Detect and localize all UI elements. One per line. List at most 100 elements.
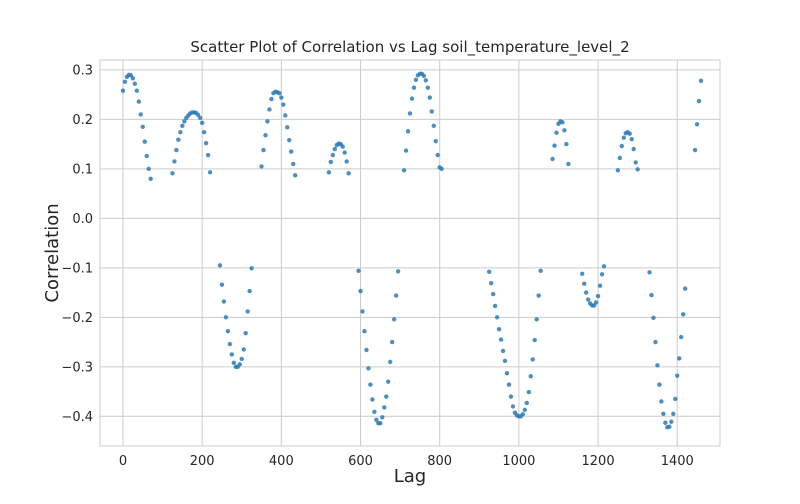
scatter-point [431,123,436,129]
x-tick-label: 200 [190,454,215,469]
scatter-point [384,394,389,399]
scatter-point [498,337,504,342]
scatter-point [364,347,369,353]
scatter-point [247,288,252,294]
scatter-point [536,293,541,298]
scatter-point [261,147,266,153]
scatter-point [647,270,652,275]
scatter-point [486,269,492,275]
scatter-point [368,382,373,387]
scatter-point [522,407,528,413]
scatter-point [425,85,431,90]
scatter-point [520,412,526,417]
scatter-point [203,140,209,146]
x-tick-label: 800 [427,454,452,469]
scatter-point [629,136,634,142]
scatter-point [655,363,660,368]
scatter-point [502,358,508,364]
data-points [120,71,704,430]
scatter-point [562,128,567,133]
scatter-point [289,149,294,154]
scatter-point [510,404,516,409]
y-tick-label: 0.0 [72,212,93,227]
scatter-point [217,263,223,268]
y-tick-label: −0.1 [61,261,93,276]
scatter-point [566,161,571,167]
scatter-point [580,271,585,276]
scatter-point [526,389,531,395]
scatter-point [675,373,680,378]
scatter-point [649,292,654,298]
scatter-point [205,152,211,158]
scatter-point [328,159,334,165]
scatter-point [136,99,141,104]
scatter-point [582,281,587,286]
scatter-point [538,268,543,274]
scatter-point [552,143,557,148]
scatter-point [435,152,440,158]
scatter-point [421,73,427,79]
scatter-point [694,122,700,127]
scatter-point [657,382,662,387]
scatter-point [170,171,175,176]
scatter-point [292,173,298,178]
scatter-point [279,95,284,100]
y-tick-label: 0.2 [72,113,93,128]
scatter-point [696,98,702,104]
scatter-point [409,96,415,101]
scatter-point [488,280,494,286]
scatter-point [120,88,126,93]
scatter-point [287,137,292,143]
scatter-point [243,330,248,336]
scatter-point [265,119,270,124]
scatter-point [595,293,601,299]
scatter-point [227,341,233,347]
scatter-point [283,113,288,118]
scatter-point [698,78,704,83]
scatter-point [673,396,678,402]
scatter-point [564,141,569,147]
scatter-point [429,109,434,114]
scatter-point [176,137,181,142]
scatter-point [393,293,399,298]
scatter-point [142,139,147,144]
scatter-point [378,421,383,426]
scatter-point [621,135,626,140]
scatter-point [492,303,498,309]
scatter-point [599,272,605,277]
scatter-point [332,146,337,152]
scatter-point [635,167,640,172]
scatter-point [178,130,183,135]
scatter-point [411,85,417,90]
scatter-point [358,288,363,294]
scatter-point [680,312,686,317]
scatter-point [496,327,502,332]
y-tick-label: 0.1 [72,162,93,177]
scatter-point [231,360,237,366]
scatter-point [180,123,185,129]
scatter-point [344,159,349,164]
scatter-point [374,417,379,422]
scatter-point [229,352,235,357]
scatter-point [504,371,510,376]
scatter-point [427,95,432,100]
x-tick-label: 1000 [502,454,535,469]
scatter-point [342,150,347,155]
scatter-point [221,299,227,304]
x-tick-label: 600 [348,454,373,469]
scatter-point [249,266,254,271]
scatter-point [386,379,391,384]
scatter-point [197,115,203,121]
scatter-point [389,339,395,345]
scatter-point [677,356,682,361]
scatter-point [423,78,429,83]
scatter-point [201,130,207,135]
scatter-point [356,268,361,274]
scatter-point [382,405,387,410]
scatter-point [597,283,603,288]
scatter-point [601,264,607,269]
scatter-point [259,164,264,169]
scatter-point [172,159,177,164]
y-tick-label: −0.2 [61,311,93,326]
scatter-point [174,147,179,153]
